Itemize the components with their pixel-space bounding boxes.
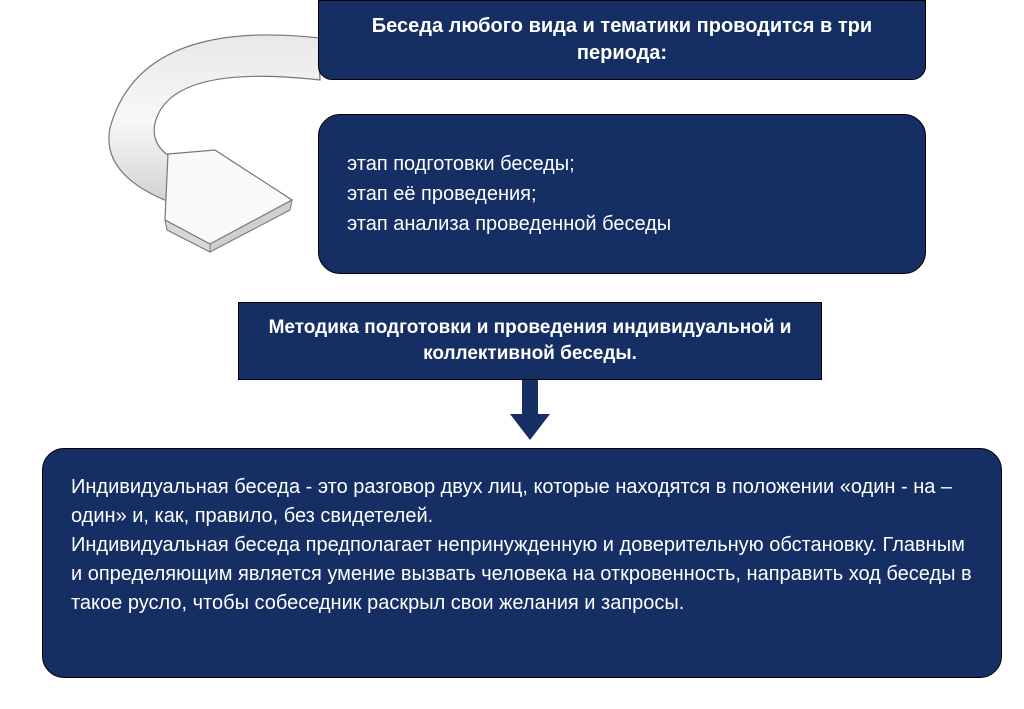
description-box: Индивидуальная беседа - это разговор дву… bbox=[42, 448, 1002, 678]
title-text: Беседа любого вида и тематики проводится… bbox=[339, 13, 905, 67]
down-arrow-icon bbox=[510, 380, 550, 442]
curved-arrow-icon bbox=[60, 8, 360, 288]
stage-line-3: этап анализа проведенной беседы bbox=[347, 209, 897, 239]
stage-line-2: этап её проведения; bbox=[347, 179, 897, 209]
method-text: Методика подготовки и проведения индивид… bbox=[263, 315, 797, 366]
title-box: Беседа любого вида и тематики проводится… bbox=[318, 0, 926, 80]
method-box: Методика подготовки и проведения индивид… bbox=[238, 302, 822, 380]
stage-line-1: этап подготовки беседы; bbox=[347, 149, 897, 179]
stages-box: этап подготовки беседы; этап её проведен… bbox=[318, 114, 926, 274]
description-text: Индивидуальная беседа - это разговор дву… bbox=[71, 476, 972, 614]
